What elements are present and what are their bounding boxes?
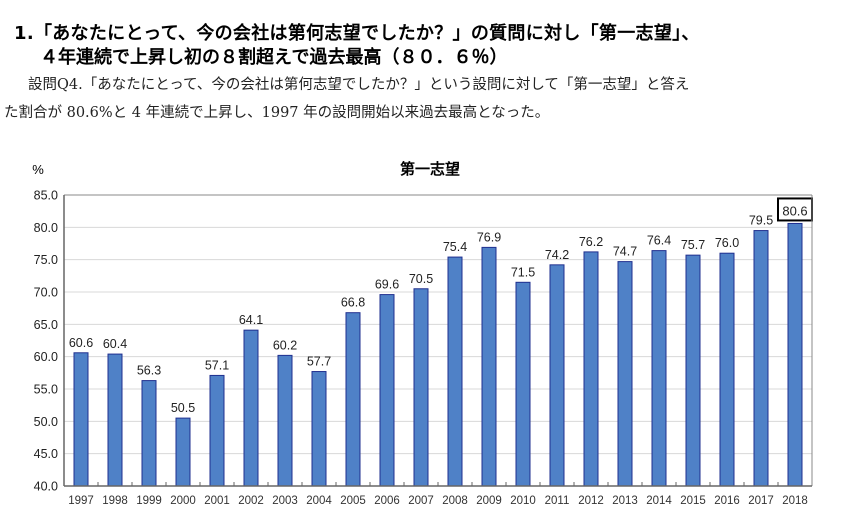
data-label-2015: 75.7 — [681, 238, 705, 252]
section-heading-line1: 1.「あなたにとって、今の会社は第何志望でしたか？」の質問に対し「第一志望」、 — [14, 23, 700, 44]
data-label-2012: 76.2 — [579, 235, 603, 249]
x-tick-label: 2014 — [646, 495, 672, 507]
y-tick-label: 65.0 — [34, 318, 58, 332]
y-axis-unit: % — [32, 162, 44, 177]
data-label-2017: 79.5 — [749, 214, 773, 228]
bar-2007 — [413, 288, 429, 487]
data-label-2007: 70.5 — [409, 272, 433, 286]
x-tick-label: 1999 — [136, 495, 162, 507]
data-label-1998: 60.4 — [103, 337, 127, 351]
bar-2017 — [753, 230, 769, 487]
x-tick-label: 2013 — [612, 495, 638, 507]
bar-2015 — [685, 254, 701, 487]
y-tick-label: 75.0 — [34, 253, 58, 267]
x-tick-label: 2007 — [408, 495, 434, 507]
x-tick-label: 2006 — [374, 495, 400, 507]
bar-1997 — [73, 352, 89, 487]
y-tick-label: 80.0 — [34, 221, 58, 235]
bar-2012 — [583, 251, 599, 487]
data-label-1997: 60.6 — [69, 336, 93, 350]
chart-title: 第一志望 — [400, 160, 460, 178]
x-tick-label: 2016 — [714, 495, 740, 507]
x-tick-label: 2008 — [442, 495, 468, 507]
data-label-2008: 75.4 — [443, 240, 467, 254]
x-tick-label: 2003 — [272, 495, 298, 507]
y-tick-label: 50.0 — [34, 415, 58, 429]
bar-2009 — [481, 246, 497, 487]
x-tick-label: 2009 — [476, 495, 502, 507]
data-label-2000: 50.5 — [171, 401, 195, 415]
data-label-2006: 69.6 — [375, 278, 399, 292]
bar-2011 — [549, 264, 565, 487]
bar-2003 — [277, 354, 293, 487]
data-label-2002: 64.1 — [239, 313, 263, 327]
x-tick-label: 2010 — [510, 495, 536, 507]
bar-2004 — [311, 371, 327, 487]
x-tick-label: 2005 — [340, 495, 366, 507]
x-tick-label: 2012 — [578, 495, 604, 507]
bar-2008 — [447, 256, 463, 487]
data-label-2013: 74.7 — [613, 245, 637, 259]
data-label-2016: 76.0 — [715, 236, 739, 250]
bar-2001 — [209, 374, 225, 487]
data-label-2011: 74.2 — [545, 248, 569, 262]
bar-2010 — [515, 281, 531, 487]
bar-1998 — [107, 353, 123, 487]
y-tick-label: 45.0 — [34, 447, 58, 461]
body-text-line1: 設問Q4.「あなたにとって、今の会社は第何志望でしたか？」という設問に対して「第… — [28, 77, 690, 93]
section-heading-line2: ４年連続で上昇し初の８割超えで過去最高（８０．６％） — [40, 47, 508, 68]
y-tick-label: 55.0 — [34, 383, 58, 397]
x-tick-label: 1997 — [68, 495, 94, 507]
data-label-2010: 71.5 — [511, 265, 535, 279]
bar-2000 — [175, 417, 191, 487]
y-tick-label: 40.0 — [34, 480, 58, 494]
x-tick-label: 2011 — [545, 495, 570, 507]
bar-2018 — [787, 222, 803, 487]
x-tick-label: 2015 — [680, 495, 706, 507]
data-label-2001: 57.1 — [205, 358, 229, 372]
x-tick-label: 2017 — [748, 495, 774, 507]
y-tick-label: 60.0 — [34, 350, 58, 364]
data-label-2014: 76.4 — [647, 234, 671, 248]
bar-2002 — [243, 329, 259, 487]
bar-1999 — [141, 380, 157, 487]
x-tick-label: 2002 — [238, 495, 264, 507]
y-tick-label: 70.0 — [34, 286, 58, 300]
x-tick-label: 2018 — [782, 495, 808, 507]
body-text-line2: た割合が 80.6%と 4 年連続で上昇し、1997 年の設問開始以来過去最高と… — [4, 105, 550, 121]
data-label-2003: 60.2 — [273, 338, 297, 352]
x-tick-label: 2001 — [204, 495, 230, 507]
x-tick-label: 2000 — [170, 495, 196, 507]
bar-2013 — [617, 261, 633, 487]
data-label-1999: 56.3 — [137, 364, 161, 378]
data-label-2018: 80.6 — [782, 203, 807, 218]
x-tick-label: 2004 — [306, 495, 332, 507]
bar-2006 — [379, 294, 395, 487]
bar-2014 — [651, 250, 667, 487]
data-label-2005: 66.8 — [341, 296, 365, 310]
data-label-2004: 57.7 — [307, 355, 331, 369]
x-tick-label: 1998 — [102, 495, 128, 507]
bar-2016 — [719, 252, 735, 487]
data-label-2009: 76.9 — [477, 230, 501, 244]
bar-2005 — [345, 312, 361, 487]
y-tick-label: 85.0 — [34, 189, 58, 203]
